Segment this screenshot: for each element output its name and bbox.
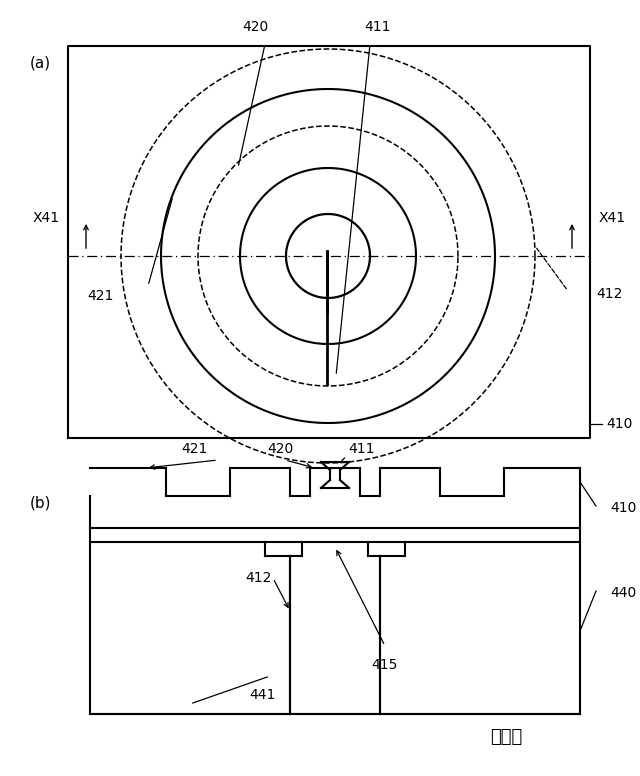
Text: 420: 420 [267, 442, 293, 456]
Text: 411: 411 [348, 442, 374, 456]
Text: 412: 412 [246, 571, 272, 585]
Text: 415: 415 [372, 658, 398, 672]
Text: (b): (b) [30, 496, 51, 511]
Text: 420: 420 [242, 20, 268, 34]
Text: (a): (a) [30, 56, 51, 71]
Text: X41: X41 [598, 211, 625, 225]
Text: 441: 441 [249, 688, 275, 702]
Text: 410: 410 [610, 501, 636, 515]
Text: 421: 421 [87, 289, 113, 303]
Text: 410: 410 [606, 417, 632, 431]
Text: 図４１: 図４１ [490, 728, 522, 746]
Text: 421: 421 [182, 442, 208, 456]
Text: X41: X41 [33, 211, 60, 225]
Text: 411: 411 [365, 20, 391, 34]
Text: 440: 440 [610, 586, 636, 600]
Text: 412: 412 [596, 287, 622, 301]
